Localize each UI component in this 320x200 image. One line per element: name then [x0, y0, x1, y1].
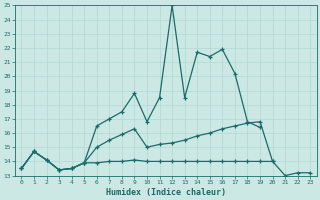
X-axis label: Humidex (Indice chaleur): Humidex (Indice chaleur)	[106, 188, 226, 197]
